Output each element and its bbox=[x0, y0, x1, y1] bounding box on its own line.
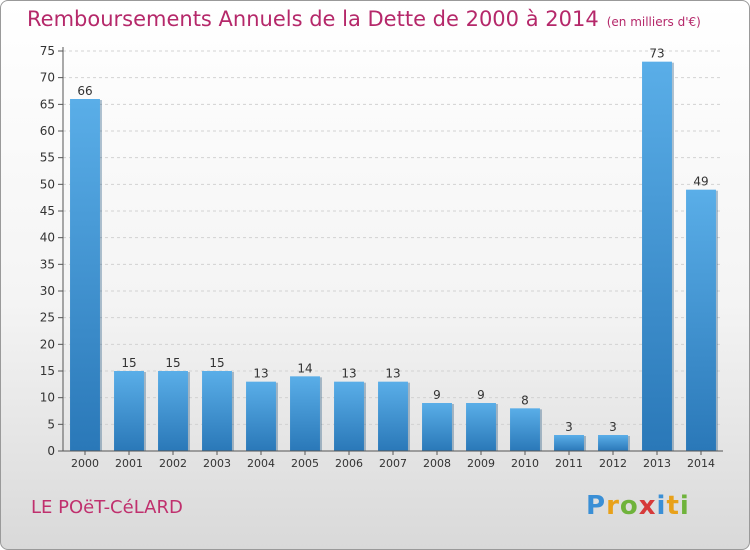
commune-name: LE POëT-CéLARD bbox=[31, 497, 183, 518]
bar[interactable] bbox=[554, 435, 584, 451]
x-tick-label: 2009 bbox=[467, 457, 495, 470]
y-tick-label: 75 bbox=[40, 44, 55, 58]
y-tick-label: 30 bbox=[40, 284, 55, 298]
bar[interactable] bbox=[598, 435, 628, 451]
y-tick-label: 25 bbox=[40, 311, 55, 325]
logo-letter: i bbox=[656, 491, 667, 521]
logo-letter: i bbox=[679, 491, 690, 521]
bar[interactable] bbox=[642, 61, 672, 452]
y-tick-label: 70 bbox=[40, 71, 55, 85]
y-tick-label: 10 bbox=[40, 391, 55, 405]
logo-letter: t bbox=[666, 491, 680, 521]
x-tick-label: 2011 bbox=[555, 457, 583, 470]
data-label: 15 bbox=[165, 356, 180, 370]
x-tick-label: 2008 bbox=[423, 457, 451, 470]
bar[interactable] bbox=[202, 371, 232, 451]
proxiti-logo[interactable]: Proxiti bbox=[586, 491, 690, 521]
x-tick-label: 2001 bbox=[115, 457, 143, 470]
y-tick-label: 40 bbox=[40, 231, 55, 245]
logo-letter: P bbox=[586, 491, 607, 521]
bar[interactable] bbox=[70, 99, 100, 451]
y-tick-label: 0 bbox=[47, 444, 55, 458]
chart-title-text: Remboursements Annuels de la Dette de 20… bbox=[27, 7, 599, 31]
bar[interactable] bbox=[158, 371, 188, 451]
data-label: 66 bbox=[77, 84, 92, 98]
x-tick-label: 2012 bbox=[599, 457, 627, 470]
y-tick-label: 50 bbox=[40, 177, 55, 191]
y-tick-label: 55 bbox=[40, 151, 55, 165]
x-tick-label: 2000 bbox=[71, 457, 99, 470]
bar[interactable] bbox=[334, 381, 364, 451]
y-tick-label: 20 bbox=[40, 337, 55, 351]
y-tick-label: 60 bbox=[40, 124, 55, 138]
x-tick-label: 2013 bbox=[643, 457, 671, 470]
data-label: 3 bbox=[565, 420, 573, 434]
data-label: 15 bbox=[209, 356, 224, 370]
x-tick-label: 2007 bbox=[379, 457, 407, 470]
bar[interactable] bbox=[510, 408, 540, 451]
chart-unit: (en milliers d'€) bbox=[606, 15, 701, 29]
data-label: 13 bbox=[385, 367, 400, 381]
bar[interactable] bbox=[246, 381, 276, 451]
logo-letter: r bbox=[606, 491, 620, 521]
bar[interactable] bbox=[114, 371, 144, 451]
bar[interactable] bbox=[686, 189, 716, 451]
data-label: 73 bbox=[649, 47, 664, 61]
data-label: 13 bbox=[253, 367, 268, 381]
data-label: 8 bbox=[521, 393, 529, 407]
y-tick-label: 65 bbox=[40, 97, 55, 111]
bar[interactable] bbox=[290, 376, 320, 451]
y-tick-label: 5 bbox=[47, 417, 55, 431]
x-tick-label: 2014 bbox=[687, 457, 715, 470]
data-label: 15 bbox=[121, 356, 136, 370]
logo-letter: o bbox=[619, 491, 639, 521]
data-label: 9 bbox=[477, 388, 485, 402]
bar[interactable] bbox=[422, 403, 452, 451]
data-label: 49 bbox=[693, 175, 708, 189]
data-label: 9 bbox=[433, 388, 441, 402]
x-tick-label: 2005 bbox=[291, 457, 319, 470]
bar[interactable] bbox=[466, 403, 496, 451]
y-tick-label: 15 bbox=[40, 364, 55, 378]
data-label: 13 bbox=[341, 367, 356, 381]
x-tick-label: 2003 bbox=[203, 457, 231, 470]
x-tick-label: 2002 bbox=[159, 457, 187, 470]
y-tick-label: 45 bbox=[40, 204, 55, 218]
y-tick-label: 35 bbox=[40, 257, 55, 271]
bar[interactable] bbox=[378, 381, 408, 451]
chart-title: Remboursements Annuels de la Dette de 20… bbox=[27, 7, 701, 31]
x-tick-label: 2004 bbox=[247, 457, 275, 470]
logo-letter: x bbox=[638, 491, 657, 521]
x-tick-label: 2006 bbox=[335, 457, 363, 470]
data-label: 3 bbox=[609, 420, 617, 434]
x-tick-label: 2010 bbox=[511, 457, 539, 470]
data-label: 14 bbox=[297, 361, 312, 375]
